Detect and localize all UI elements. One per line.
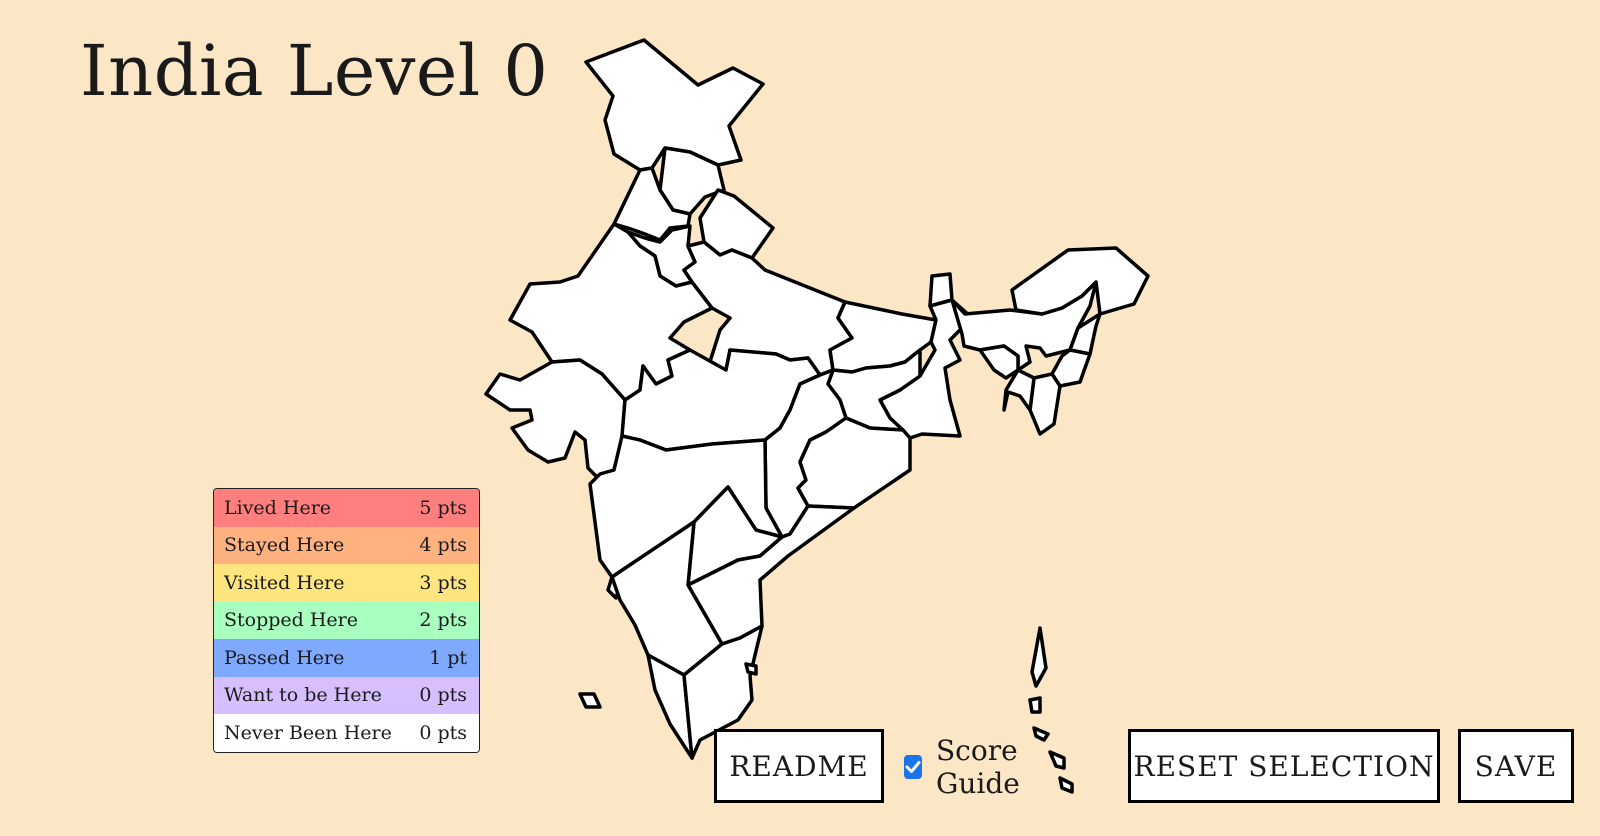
readme-button[interactable]: README	[714, 729, 884, 803]
region-nicobar-2[interactable]	[1048, 750, 1066, 770]
region-kerala[interactable]	[646, 653, 694, 760]
region-arunachal-pradesh[interactable]	[1010, 246, 1150, 316]
legend-label: Stayed Here	[224, 534, 345, 557]
legend-label: Never Been Here	[224, 721, 392, 744]
legend-points: 5 pts	[419, 496, 467, 519]
legend-row-never[interactable]: Never Been Here 0 pts	[214, 714, 479, 752]
legend-label: Passed Here	[224, 646, 345, 669]
legend-points: 0 pts	[419, 684, 467, 707]
legend-row-passed[interactable]: Passed Here 1 pt	[214, 639, 479, 677]
legend-points: 4 pts	[419, 534, 467, 557]
legend-row-visited[interactable]: Visited Here 3 pts	[214, 564, 479, 602]
region-andaman-1[interactable]	[1030, 626, 1048, 688]
legend-points: 2 pts	[419, 609, 467, 632]
score-guide-toggle[interactable]: Score Guide	[904, 734, 1026, 800]
page-title: India Level 0	[80, 30, 549, 112]
save-button[interactable]: SAVE	[1458, 729, 1574, 803]
checkmark-icon	[905, 761, 921, 773]
reset-selection-button[interactable]: RESET SELECTION	[1128, 729, 1440, 803]
score-guide-label: Score Guide	[936, 734, 1020, 800]
legend-points: 3 pts	[419, 571, 467, 594]
region-andaman-2[interactable]	[1028, 696, 1042, 714]
region-nicobar-1[interactable]	[1032, 726, 1050, 742]
legend-points: 0 pts	[419, 721, 467, 744]
legend-row-stayed[interactable]: Stayed Here 4 pts	[214, 526, 479, 564]
legend-row-stopped[interactable]: Stopped Here 2 pts	[214, 601, 479, 639]
region-lakshadweep[interactable]	[578, 692, 602, 709]
region-nagaland[interactable]	[1068, 312, 1102, 356]
region-west-bengal[interactable]	[878, 298, 972, 440]
legend-points: 1 pt	[429, 646, 467, 669]
region-nicobar-3[interactable]	[1058, 776, 1074, 794]
score-guide-legend: Lived Here 5 pts Stayed Here 4 pts Visit…	[213, 488, 480, 753]
region-puducherry[interactable]	[744, 662, 758, 676]
legend-label: Stopped Here	[224, 609, 359, 632]
legend-row-lived[interactable]: Lived Here 5 pts	[214, 489, 479, 527]
legend-label: Visited Here	[224, 571, 345, 594]
legend-label: Want to be Here	[224, 684, 382, 707]
region-tamil-nadu[interactable]	[682, 624, 764, 760]
score-guide-checkbox[interactable]	[904, 755, 922, 779]
legend-label: Lived Here	[224, 496, 332, 519]
region-meghalaya[interactable]	[978, 344, 1020, 380]
legend-row-want[interactable]: Want to be Here 0 pts	[214, 676, 479, 714]
region-gujarat[interactable]	[484, 358, 627, 482]
region-tripura[interactable]	[1002, 368, 1036, 412]
